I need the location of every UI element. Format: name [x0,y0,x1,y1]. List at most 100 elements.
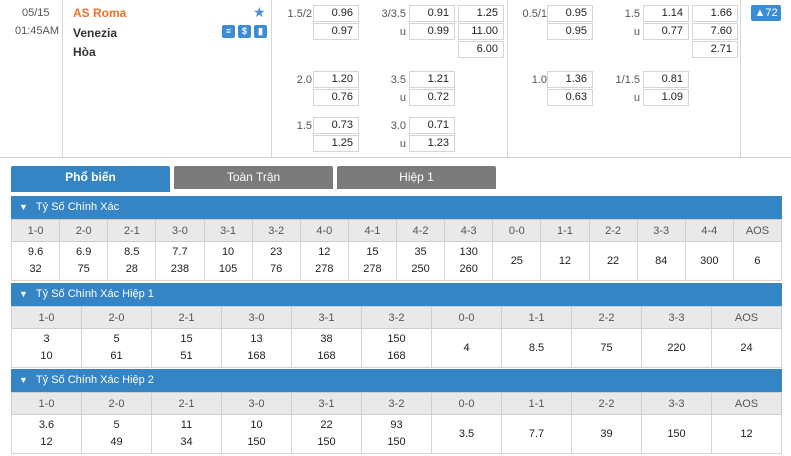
tab-popular[interactable]: Phổ biến [11,166,170,192]
odds-cell[interactable]: 7.7 [501,414,572,454]
odds-cell[interactable]: 1.23 [409,135,455,152]
odds-cell[interactable]: 1.21 [409,71,455,88]
list-icon[interactable]: ≡ [222,25,235,38]
odds-cell[interactable]: 11.00 [458,23,504,40]
odds-cell[interactable]: 5 61 [81,328,152,368]
odds-cell[interactable]: 13 168 [221,328,292,368]
odds-cell[interactable]: 75 [571,328,642,368]
dollar-icon[interactable]: $ [238,25,251,38]
odds-cell[interactable]: 12 [711,414,782,454]
score-header: 2-2 [571,392,642,415]
odds-cell[interactable]: 10 150 [221,414,292,454]
odds-value: 39 [600,427,613,440]
odds-cell[interactable]: 130 260 [444,241,494,281]
score-header: 3-3 [636,219,686,242]
odds-cell[interactable]: 15 51 [151,328,222,368]
section-title: Tỷ Số Chính Xác Hiệp 1 [35,288,154,300]
odds-cell[interactable]: 5 49 [81,414,152,454]
odds-cell[interactable]: 9.6 32 [10,241,61,281]
match-date: 05/15 [22,7,50,19]
score-header: AOS [711,306,782,329]
odds-cell[interactable]: 0.91 [409,5,455,22]
odds-cell[interactable]: 0.81 [643,71,689,88]
odds-cell[interactable]: 0.76 [313,89,359,106]
chevron-down-icon[interactable]: ▼ [19,289,28,299]
odds-cell[interactable]: 93 150 [361,414,432,454]
odds-cell[interactable]: 25 [492,241,542,281]
odds-cell[interactable]: 0.99 [409,23,455,40]
score-header: AOS [711,392,782,415]
odds-cell[interactable]: 4 [431,328,502,368]
score-header: AOS [732,219,783,242]
odds-cell[interactable]: 0.73 [313,117,359,134]
odds-cell[interactable]: 150 [641,414,712,454]
odds-value: 15 [366,246,379,258]
odds-cell[interactable]: 3.5 [431,414,502,454]
odds-cell[interactable]: 39 [571,414,642,454]
odds-cell[interactable]: 0.72 [409,89,455,106]
odds-cell[interactable]: 22 150 [291,414,362,454]
odds-cell[interactable]: 1.25 [313,135,359,152]
odds-cell[interactable]: 3 10 [11,328,82,368]
chevron-down-icon[interactable]: ▼ [19,202,28,212]
section-title: Tỷ Số Chính Xác [35,201,120,213]
odds-value: 15 [180,333,193,345]
odds-cell[interactable]: 22 [588,241,638,281]
odds-cell[interactable]: 11 34 [151,414,222,454]
score-header: 0-0 [492,219,542,242]
odds-cell[interactable]: 0.95 [547,23,593,40]
odds-cell[interactable]: 38 168 [291,328,362,368]
odds-cell[interactable]: 1.25 [458,5,504,22]
odds-cell[interactable]: 1.14 [643,5,689,22]
odds-cell[interactable]: 6.9 75 [59,241,109,281]
odds-cell[interactable]: 6 [732,241,783,281]
odds-cell[interactable]: 15 278 [347,241,398,281]
home-team[interactable]: AS Roma [73,6,127,20]
match-odds-row: 05/15 01:45AM AS Roma Venezia Hòa ★ ≡ $ … [0,0,791,158]
odds-cell[interactable]: 0.97 [313,23,359,40]
tab-full-match[interactable]: Toàn Trận [174,166,333,189]
odds-cell[interactable]: 84 [636,241,686,281]
odds-cell[interactable]: 1.66 [692,5,738,22]
away-team[interactable]: Venezia [73,26,118,40]
favorite-star-icon[interactable]: ★ [253,4,266,20]
odds-cell[interactable]: 220 [641,328,712,368]
odds-cell[interactable]: 8.5 [501,328,572,368]
odds-cell[interactable]: 0.95 [547,5,593,22]
section-header[interactable]: ▼ Tỷ Số Chính Xác Hiệp 1 [11,283,782,306]
odds-value: 278 [363,263,382,275]
odds-cell[interactable]: 3.6 12 [11,414,82,454]
section-header[interactable]: ▼ Tỷ Số Chính Xác Hiệp 2 [11,369,782,392]
chevron-down-icon[interactable]: ▼ [19,375,28,385]
odds-cell[interactable]: 0.71 [409,117,455,134]
score-header: 3-0 [155,219,205,242]
odds-value: 105 [218,263,238,275]
more-markets-button[interactable]: ▲72 [751,5,781,21]
odds-cell[interactable]: 1.20 [313,71,359,88]
section-title: Tỷ Số Chính Xác Hiệp 2 [35,374,154,386]
odds-cell[interactable]: 6.00 [458,41,504,58]
odds-cell[interactable]: 2.71 [692,41,738,58]
odds-cell[interactable]: 7.60 [692,23,738,40]
under-label: u [399,92,406,104]
odds-cell[interactable]: 24 [711,328,782,368]
odds-cell[interactable]: 150 168 [361,328,432,368]
odds-cell[interactable]: 300 [684,241,734,281]
tab-first-half[interactable]: Hiệp 1 [337,166,496,189]
odds-cell[interactable]: 0.63 [547,89,593,106]
odds-cell[interactable]: 0.77 [643,23,689,40]
odds-cell[interactable]: 0.96 [313,5,359,22]
stats-icon[interactable]: ▮ [254,25,267,38]
odds-cell[interactable]: 7.7 238 [155,241,205,281]
odds-cell[interactable]: 12 278 [299,241,349,281]
score-header: 1-0 [11,392,82,415]
odds-cell[interactable]: 1.09 [643,89,689,106]
odds-cell[interactable]: 8.5 28 [107,241,157,281]
odds-cell[interactable]: 10 105 [203,241,253,281]
section-header[interactable]: ▼ Tỷ Số Chính Xác [11,196,782,219]
handicap-line: 1.5/2 [287,8,312,20]
odds-cell[interactable]: 35 250 [395,241,446,281]
odds-cell[interactable]: 1.36 [547,71,593,88]
odds-cell[interactable]: 23 76 [251,241,301,281]
odds-cell[interactable]: 12 [540,241,590,281]
